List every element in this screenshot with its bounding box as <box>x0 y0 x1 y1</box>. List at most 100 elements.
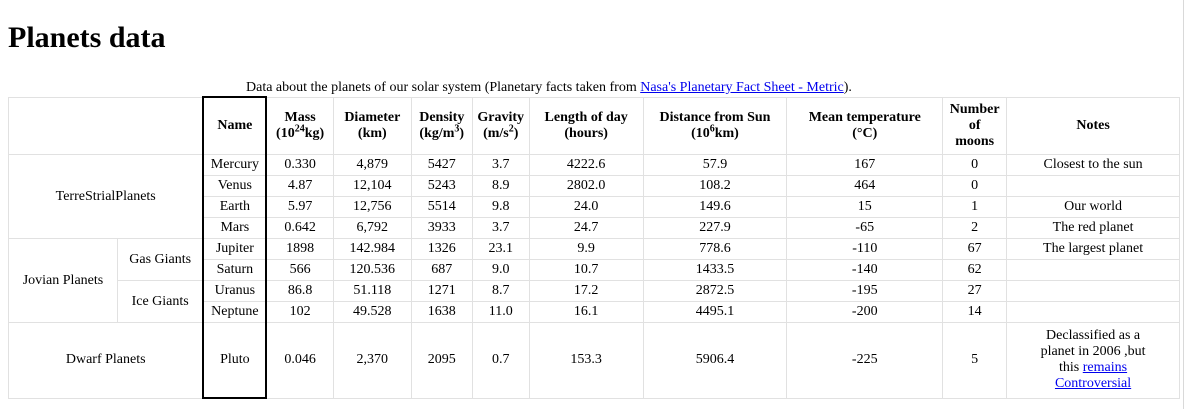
mass-cell: 102 <box>265 301 334 323</box>
day-label: Length of day <box>544 109 628 125</box>
mass-cell: 0.642 <box>265 217 334 239</box>
remains-link[interactable]: remains <box>1082 360 1128 376</box>
day-cell: 16.1 <box>528 301 644 323</box>
notes-header: Notes <box>1006 96 1180 155</box>
temp-unit: (°C) <box>852 125 878 141</box>
distance-unit-end: km) <box>714 125 739 141</box>
distance-cell: 1433.5 <box>642 259 788 281</box>
day-header: Length of day (hours) <box>528 96 644 155</box>
table-row: Dwarf Planets Pluto 0.046 2,370 2095 0.7… <box>8 322 1180 399</box>
header-row: Name Mass (1024kg) Diameter (km) Density (k… <box>8 96 1180 155</box>
day-cell: 9.9 <box>528 238 644 260</box>
mass-unit-base: (10 <box>276 125 295 141</box>
note-cell: The red planet <box>1006 217 1180 239</box>
density-cell: 1326 <box>410 238 473 260</box>
caption-text: Data about the planets of our solar syst… <box>246 80 641 95</box>
nasa-fact-sheet-link[interactable]: Nasa's Planetary Fact Sheet - Metric <box>640 80 844 95</box>
mass-unit-end: kg) <box>304 125 325 141</box>
mass-cell: 0.046 <box>265 322 334 399</box>
table-row: Saturn 566 120.536 687 9.0 10.7 1433.5 -… <box>9 259 1180 281</box>
day-cell: 2802.0 <box>528 175 644 197</box>
moons-label-2: of <box>968 117 981 133</box>
moons-header: Number of moons <box>942 96 1008 155</box>
moons-label-1: Number <box>949 101 1000 117</box>
temp-cell: 15 <box>786 196 944 218</box>
table-row: TerreStrialPlanets Mercury 0.330 4,879 5… <box>8 154 1180 239</box>
density-cell: 1271 <box>410 280 473 302</box>
group-dwarf: Dwarf Planets <box>8 322 204 399</box>
name-header: Name <box>202 96 268 155</box>
table-row: Earth 5.97 12,756 5514 9.8 24.0 149.6 15… <box>9 196 1180 218</box>
group-terrestrial: TerreStrialPlanets <box>8 154 204 239</box>
temp-header: Mean temperature (°C) <box>786 96 944 155</box>
moons-cell: 2 <box>942 217 1008 239</box>
moons-cell: 0 <box>942 154 1008 176</box>
density-unit-end: ) <box>459 125 465 141</box>
day-unit: (hours) <box>564 125 608 141</box>
temp-cell: -200 <box>786 301 944 323</box>
day-cell: 17.2 <box>528 280 644 302</box>
diameter-cell: 4,879 <box>332 154 412 176</box>
distance-cell: 2872.5 <box>642 280 788 302</box>
note-cell: The largest planet <box>1006 238 1180 260</box>
density-cell: 1638 <box>410 301 473 323</box>
distance-unit-exp: 6 <box>709 123 715 135</box>
temp-label: Mean temperature <box>808 109 921 125</box>
gravity-cell: 23.1 <box>471 238 530 260</box>
density-cell: 5243 <box>410 175 473 197</box>
diameter-cell: 142.984 <box>332 238 412 260</box>
planet-name: Saturn <box>202 259 268 281</box>
table-caption: Data about the planets of our solar syst… <box>246 79 852 96</box>
distance-cell: 108.2 <box>642 175 788 197</box>
mass-header: Mass (1024kg) <box>265 96 334 155</box>
temp-cell: 464 <box>786 175 944 197</box>
distance-unit-base: (10 <box>691 125 710 141</box>
diameter-cell: 120.536 <box>332 259 412 281</box>
mass-label: Mass <box>284 109 316 125</box>
distance-header: Distance from Sun (106km) <box>642 96 788 155</box>
gravity-cell: 8.9 <box>471 175 530 197</box>
moons-cell: 27 <box>942 280 1008 302</box>
group-header-empty <box>8 96 204 155</box>
note-cell: Closest to the sun <box>1006 154 1180 176</box>
note-cell <box>1006 259 1180 281</box>
table-row: Ice Giants Uranus 86.8 51.118 1271 8.7 1… <box>9 280 1180 323</box>
day-cell: 24.7 <box>528 217 644 239</box>
mass-cell: 5.97 <box>265 196 334 218</box>
temp-cell: -65 <box>786 217 944 239</box>
distance-cell: 4495.1 <box>642 301 788 323</box>
density-label: Density <box>419 109 465 125</box>
gravity-cell: 11.0 <box>471 301 530 323</box>
scrollbar-edge <box>1183 0 1184 409</box>
temp-cell: -140 <box>786 259 944 281</box>
moons-cell: 5 <box>942 322 1008 399</box>
density-header: Density (kg/m3) <box>410 96 473 155</box>
group-gas-giants: Gas Giants <box>116 238 204 281</box>
diameter-cell: 6,792 <box>332 217 412 239</box>
controversial-link[interactable]: Controversial <box>1054 376 1132 392</box>
temp-cell: -225 <box>786 322 944 399</box>
gravity-cell: 9.0 <box>471 259 530 281</box>
gravity-cell: 3.7 <box>471 154 530 176</box>
pluto-note-line1: Declassified as a <box>1046 328 1141 344</box>
day-cell: 153.3 <box>528 322 644 399</box>
diameter-cell: 12,756 <box>332 196 412 218</box>
planet-name: Venus <box>202 175 268 197</box>
density-cell: 3933 <box>410 217 473 239</box>
note-cell: Declassified as a planet in 2006 ,but this… <box>1006 322 1180 399</box>
density-cell: 5514 <box>410 196 473 218</box>
table-row: Venus 4.87 12,104 5243 8.9 2802.0 108.2 … <box>9 175 1180 197</box>
mass-cell: 566 <box>265 259 334 281</box>
distance-label: Distance from Sun <box>659 109 771 125</box>
moons-label-3: moons <box>955 133 995 149</box>
temp-cell: 167 <box>786 154 944 176</box>
mass-cell: 86.8 <box>265 280 334 302</box>
table-row: Jovian Planets Gas Giants Jupiter 1898 1… <box>8 238 1180 323</box>
density-cell: 2095 <box>410 322 473 399</box>
distance-cell: 57.9 <box>642 154 788 176</box>
gravity-cell: 9.8 <box>471 196 530 218</box>
mass-cell: 1898 <box>265 238 334 260</box>
density-unit-exp: 3 <box>454 123 460 135</box>
planet-name: Mars <box>202 217 268 239</box>
diameter-header: Diameter (km) <box>332 96 412 155</box>
